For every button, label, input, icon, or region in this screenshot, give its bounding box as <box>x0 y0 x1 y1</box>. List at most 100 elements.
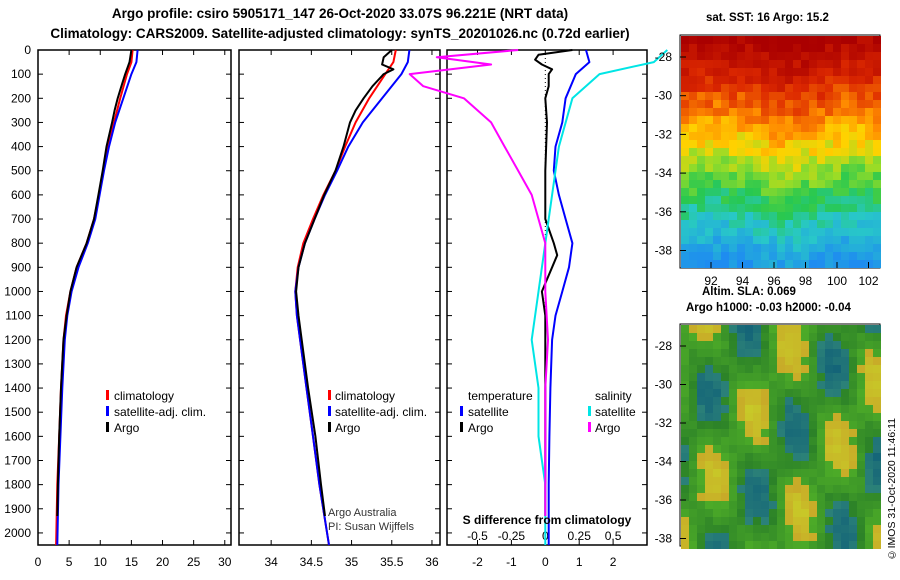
sst-cell <box>705 164 713 172</box>
sst-cell <box>833 244 841 252</box>
sst-cell <box>737 172 745 180</box>
sst-cell <box>857 172 865 180</box>
sla-cell <box>713 333 721 341</box>
sst-cell <box>809 260 817 268</box>
sst-cell <box>801 180 809 188</box>
sla-cell <box>737 421 745 429</box>
sla-cell <box>801 381 809 389</box>
sst-cell <box>801 116 809 124</box>
sla-cell <box>721 477 729 485</box>
sst-cell <box>705 68 713 76</box>
sla-cell <box>849 333 857 341</box>
depth-tick-label: 2000 <box>4 526 31 540</box>
sst-cell <box>689 172 697 180</box>
sla-cell <box>705 445 713 453</box>
sst-cell <box>849 124 857 132</box>
sla-cell <box>745 429 753 437</box>
sst-cell <box>817 52 825 60</box>
depth-tick-label: 900 <box>11 260 31 274</box>
sla-cell <box>817 365 825 373</box>
sst-cell <box>697 108 705 116</box>
sla-cell <box>785 469 793 477</box>
sla-cell <box>713 525 721 533</box>
sla-cell <box>777 461 785 469</box>
sst-cell <box>801 236 809 244</box>
sst-cell <box>857 116 865 124</box>
sst-cell <box>809 60 817 68</box>
series-temperature-argo <box>534 49 573 516</box>
sst-cell <box>745 68 753 76</box>
sst-cell <box>833 84 841 92</box>
sst-cell <box>681 252 689 260</box>
sst-cell <box>753 116 761 124</box>
sla-cell <box>761 389 769 397</box>
sst-cell <box>713 164 721 172</box>
sla-cell <box>697 501 705 509</box>
sla-cell <box>793 389 801 397</box>
sla-cell <box>817 333 825 341</box>
sla-cell <box>681 389 689 397</box>
sla-cell <box>849 453 857 461</box>
sst-cell <box>745 236 753 244</box>
sla-cell <box>873 477 881 485</box>
sst-cell <box>825 172 833 180</box>
sst-cell <box>689 252 697 260</box>
sst-map-title: sat. SST: 16 Argo: 15.2 <box>706 12 829 24</box>
sla-cell <box>833 325 841 333</box>
sla-cell <box>689 341 697 349</box>
sla-cell <box>785 541 793 549</box>
sla-cell <box>689 453 697 461</box>
sst-cell <box>833 220 841 228</box>
sst-cell <box>817 116 825 124</box>
sla-cell <box>825 421 833 429</box>
sla-cell <box>833 357 841 365</box>
sst-cell <box>745 108 753 116</box>
sla-cell <box>713 349 721 357</box>
sst-lat-tick-label: -30 <box>655 89 673 103</box>
sla-cell <box>729 437 737 445</box>
sla-cell <box>857 405 865 413</box>
sst-cell <box>697 252 705 260</box>
sla-cell <box>729 429 737 437</box>
sst-cell <box>785 76 793 84</box>
sst-cell <box>785 36 793 44</box>
sla-cell <box>753 405 761 413</box>
sst-cell <box>713 180 721 188</box>
sst-cell <box>713 260 721 268</box>
sst-cell <box>785 124 793 132</box>
sla-cell <box>833 421 841 429</box>
depth-tick-label: 1400 <box>4 381 31 395</box>
sst-cell <box>737 60 745 68</box>
sla-cell <box>753 381 761 389</box>
sla-cell <box>737 341 745 349</box>
sst-cell <box>721 196 729 204</box>
x-tick-label: -1 <box>506 555 517 569</box>
sst-cell <box>769 92 777 100</box>
sst-cell <box>865 228 873 236</box>
sst-cell <box>873 212 881 220</box>
sst-cell <box>681 260 689 268</box>
sla-cell <box>753 445 761 453</box>
sla-cell <box>745 453 753 461</box>
sst-cell <box>873 52 881 60</box>
sst-cell <box>737 204 745 212</box>
sst-cell <box>769 204 777 212</box>
sla-cell <box>745 333 753 341</box>
sla-cell <box>745 381 753 389</box>
sst-cell <box>721 60 729 68</box>
legend-swatch-climatology <box>328 390 331 400</box>
legend-swatch-sal-satellite <box>588 406 591 416</box>
sla-cell <box>849 485 857 493</box>
sst-cell <box>809 116 817 124</box>
sst-cell <box>761 116 769 124</box>
sst-cell <box>705 260 713 268</box>
sla-cell <box>793 461 801 469</box>
sst-cell <box>761 132 769 140</box>
sst-cell <box>689 36 697 44</box>
sla-cell <box>841 325 849 333</box>
sst-cell <box>681 164 689 172</box>
sla-cell <box>681 485 689 493</box>
sla-cell <box>729 469 737 477</box>
sla-cell <box>849 461 857 469</box>
sla-cell <box>857 509 865 517</box>
